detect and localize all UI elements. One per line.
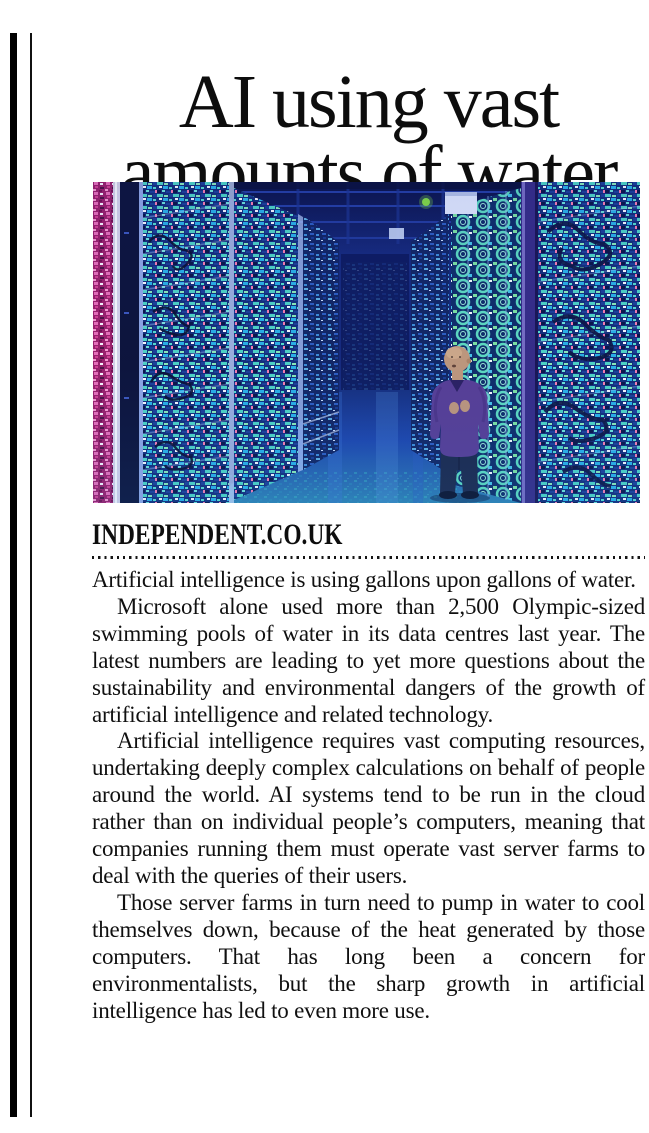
blue-tint-overlay xyxy=(93,182,640,503)
data-centre-aisle-illustration xyxy=(93,182,640,503)
headline-line-1: AI using vast xyxy=(178,59,560,144)
article-paragraph: Artificial intelligence is using gallons… xyxy=(92,567,636,592)
source-label: INDEPENDENT.CO.UK xyxy=(92,518,343,551)
article-body: Artificial intelligence is using gallons… xyxy=(92,567,645,1024)
left-margin-rule-thick xyxy=(10,33,17,1117)
article-column: AI using vast amounts of water xyxy=(92,0,645,1133)
article-paragraph: Microsoft alone used more than 2,500 Oly… xyxy=(92,593,645,727)
left-margin-rule-thin xyxy=(30,33,32,1117)
article-paragraph: Those server farms in turn need to pump … xyxy=(92,889,645,1023)
dotted-divider xyxy=(92,556,645,559)
article-paragraph: Artificial intelligence requires vast co… xyxy=(92,728,645,888)
article-photo xyxy=(93,182,640,503)
